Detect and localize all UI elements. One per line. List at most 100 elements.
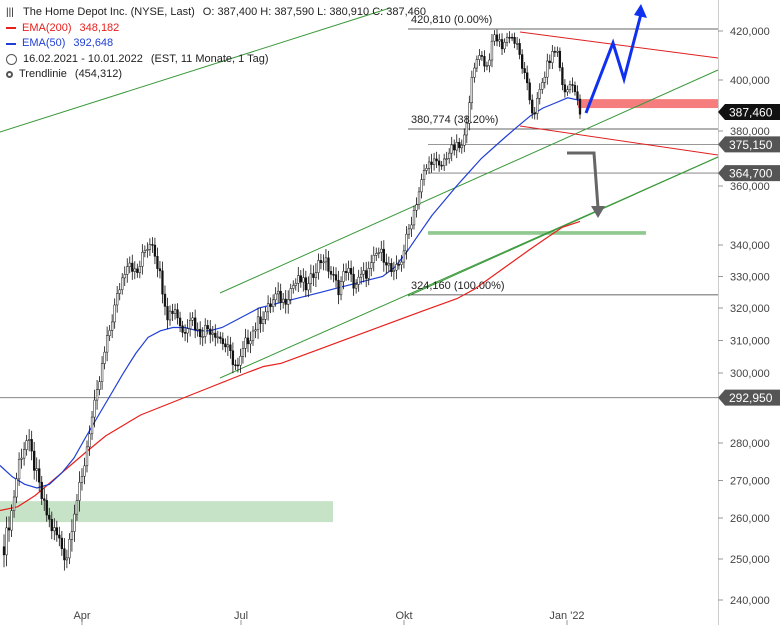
candle-body: [470, 77, 473, 103]
candle-body: [256, 316, 260, 330]
candle-body: [43, 498, 46, 501]
candle-body: [186, 328, 189, 334]
candle-body: [166, 306, 169, 321]
candle-body: [375, 253, 378, 256]
candle-body: [148, 244, 152, 250]
price-badge: [718, 103, 780, 120]
candle-body: [508, 36, 511, 39]
candle-body: [520, 54, 524, 69]
candle-body: [264, 311, 267, 320]
candle-body: [297, 275, 300, 284]
candle-body: [478, 55, 481, 60]
candle-body: [133, 268, 136, 272]
candle-body: [324, 257, 328, 263]
candle-body: [70, 531, 74, 540]
candle-body: [352, 273, 355, 289]
candle-body: [347, 268, 350, 273]
y-tick-label: 270,000: [730, 476, 770, 488]
candle-body: [221, 338, 224, 345]
candle-body: [53, 527, 56, 532]
candle-body: [251, 330, 255, 342]
resistance-upper-line: [519, 31, 719, 59]
candle-body: [80, 475, 84, 483]
candle-body: [178, 317, 182, 327]
candle-body: [513, 37, 516, 44]
candle-body: [510, 36, 514, 39]
price-candles: [2, 29, 582, 571]
x-tick-label: Jul: [234, 610, 248, 622]
candle-body: [498, 39, 501, 42]
candle-body: [402, 250, 406, 263]
candle-body: [332, 274, 335, 276]
legend-trend-row: Trendlinie (454,312): [6, 67, 426, 83]
fib-level-label: 324,160 (100.00%): [411, 280, 505, 292]
chart-legend: ||| The Home Depot Inc. (NYSE, Last) O: …: [6, 5, 426, 83]
y-tick-label: 280,000: [730, 438, 770, 450]
candle-body: [385, 262, 388, 266]
candle-body: [279, 290, 282, 303]
candle-body: [329, 271, 333, 275]
candle-body: [136, 268, 139, 273]
candle-body: [455, 142, 458, 151]
candle-body: [309, 273, 313, 284]
candle-body: [578, 98, 582, 115]
price-badges: 387,460 375,150 364,700 292,950: [718, 103, 780, 406]
legend-instrument: The Home Depot Inc. (NYSE, Last): [23, 6, 195, 18]
candle-body: [490, 40, 494, 61]
candle-body: [224, 343, 227, 348]
y-tick-label: 300,000: [730, 368, 770, 380]
y-tick-label: 250,000: [730, 554, 770, 566]
candle-body: [85, 446, 89, 467]
candle-body: [417, 191, 421, 205]
candle-body: [131, 262, 134, 272]
candle-body: [493, 34, 496, 42]
candle-body: [357, 276, 360, 285]
candle-body: [161, 270, 164, 295]
candle-body: [365, 270, 368, 279]
candle-body: [105, 335, 109, 353]
candle-body: [443, 158, 446, 167]
light-green-zone: [0, 501, 333, 523]
candle-body: [103, 351, 106, 364]
candle-body: [126, 266, 129, 275]
price-badge-label: 364,700: [729, 167, 773, 181]
candle-body: [63, 548, 66, 561]
clock-icon: [6, 53, 17, 65]
price-zones: [0, 99, 718, 523]
candle-body: [500, 39, 504, 50]
candle-body: [75, 500, 79, 515]
candle-body: [118, 289, 121, 294]
candle-body: [543, 76, 546, 83]
candle-body: [88, 433, 91, 448]
candle-body: [432, 158, 436, 165]
y-tick-label: 260,000: [730, 513, 770, 525]
candle-body: [58, 534, 61, 539]
candle-body: [317, 260, 320, 273]
candle-body: [234, 364, 237, 367]
candle-body: [143, 250, 147, 253]
candle-body: [427, 161, 431, 169]
candle-body: [531, 99, 534, 114]
candle-body: [22, 449, 26, 459]
price-badge-label: 292,950: [729, 391, 773, 405]
candle-body: [561, 67, 564, 86]
legend-trend-label: Trendlinie: [19, 68, 67, 80]
candle-body: [50, 519, 53, 532]
candle-body: [382, 248, 385, 263]
candle-body: [576, 91, 579, 100]
candle-body: [294, 283, 297, 286]
candle-body: [254, 329, 257, 332]
candle-body: [28, 439, 31, 441]
candle-body: [327, 257, 330, 272]
candle-body: [505, 36, 509, 43]
candle-body: [463, 134, 466, 146]
candle-body: [209, 328, 212, 335]
candle-body: [214, 332, 217, 338]
candle-body: [151, 244, 154, 246]
candle-body: [246, 337, 250, 345]
candle-body: [573, 85, 577, 92]
candle-body: [377, 252, 380, 254]
candle-body: [337, 279, 340, 296]
candle-body: [7, 527, 11, 531]
legend-ema200-value: 348,182: [79, 21, 120, 34]
